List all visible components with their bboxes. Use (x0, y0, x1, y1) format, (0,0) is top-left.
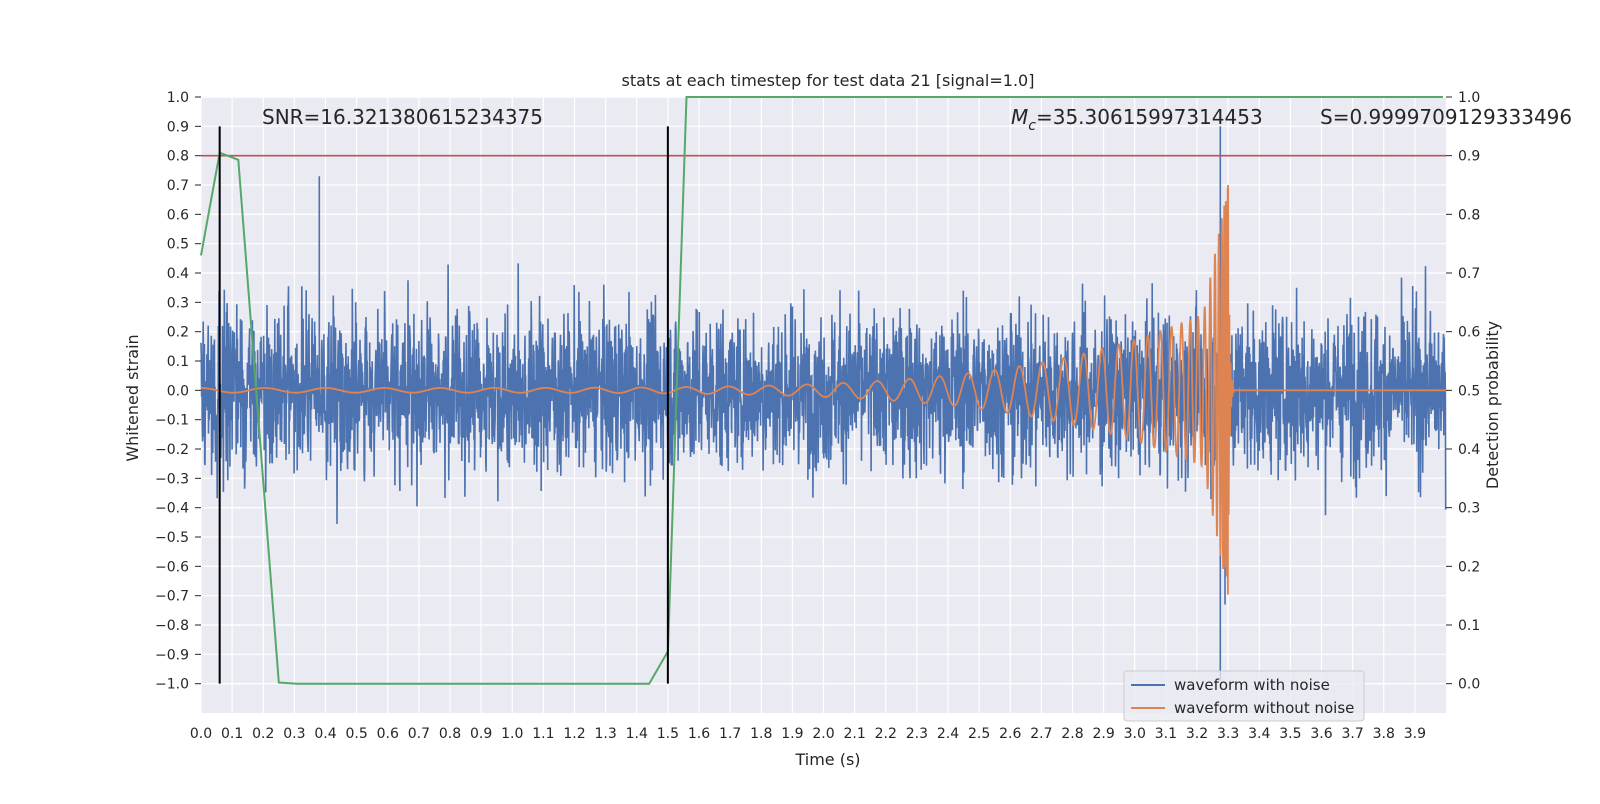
mc-value: =35.30615997314453 (1036, 105, 1263, 129)
waveform-without-noise-line (201, 184, 1446, 595)
series-waveform-with-noise (200, 126, 1447, 681)
legend-box (1123, 670, 1365, 722)
mc-symbol: M (1011, 105, 1028, 129)
x-tick-label: 1.1 (532, 726, 554, 742)
y-left-tick-label: 0.0 (167, 383, 189, 399)
x-tick-label: 1.6 (688, 726, 710, 742)
x-tick-label: 3.7 (1341, 726, 1363, 742)
y-right-tick-label: 0.8 (1458, 207, 1480, 223)
y-left-tick-label: −0.6 (155, 559, 189, 575)
y-left-tick-label: −0.9 (155, 647, 189, 663)
x-tick-label: 2.8 (1061, 726, 1083, 742)
s-annotation: S=0.9999709129333496 (1320, 105, 1572, 129)
y-right-tick-label: 0.5 (1458, 383, 1480, 399)
y-left-tick-label: 0.8 (167, 149, 189, 165)
y-left-tick-label: 0.1 (167, 354, 189, 370)
x-tick-label: 2.3 (906, 726, 928, 742)
x-tick-label: 1.5 (657, 726, 679, 742)
y-left-tick-label: −0.8 (155, 618, 189, 634)
x-tick-label: 0.0 (190, 726, 212, 742)
x-tick-label: 3.0 (1124, 726, 1146, 742)
y-right-tick-label: 0.1 (1458, 618, 1480, 634)
svg-text:Mc=35.30615997314453: Mc=35.30615997314453 (1011, 105, 1263, 134)
x-tick-label: 0.9 (470, 726, 492, 742)
y-left-tick-label: −0.1 (155, 413, 189, 429)
x-tick-label: 2.0 (812, 726, 834, 742)
mc-subscript: c (1028, 118, 1036, 134)
y-left-tick-label: −0.5 (155, 530, 189, 546)
y-left-tick-label: 0.5 (167, 237, 189, 253)
x-tick-label: 2.1 (843, 726, 865, 742)
x-tick-label: 3.6 (1310, 726, 1332, 742)
waveform-with-noise-line (200, 126, 1447, 681)
x-tick-label: 0.3 (283, 726, 305, 742)
x-tick-label: 0.5 (345, 726, 367, 742)
x-tick-label: 2.5 (968, 726, 990, 742)
y-left-tick-label: −0.3 (155, 471, 189, 487)
y-left-tick-label: 0.6 (167, 207, 189, 223)
x-tick-label: 3.5 (1279, 726, 1301, 742)
x-tick-label: 2.2 (875, 726, 897, 742)
legend: waveform with noise waveform without noi… (1123, 670, 1365, 722)
chart-title: stats at each timestep for test data 21 … (622, 71, 1035, 90)
x-tick-label: 3.3 (1217, 726, 1239, 742)
x-tick-label: 1.4 (626, 726, 648, 742)
y-axis-left-label: Whitened strain (123, 334, 142, 461)
series-waveform-without-noise (201, 184, 1446, 595)
snr-annotation: SNR=16.321380615234375 (262, 105, 543, 129)
x-tick-label: 1.9 (781, 726, 803, 742)
axis-ticks: 0.0 0.1 0.2 0.3 0.4 0.5 0.6 0.7 0.8 0.9 1.0 1.1 1.2 1… (155, 90, 1480, 742)
x-tick-label: 0.7 (408, 726, 430, 742)
x-tick-label: 3.8 (1373, 726, 1395, 742)
y-left-tick-label: −0.7 (155, 589, 189, 605)
x-axis-label: Time (s) (794, 750, 860, 769)
x-tick-label: 2.7 (1030, 726, 1052, 742)
y-right-tick-label: 0.4 (1458, 442, 1480, 458)
x-tick-label: 3.4 (1248, 726, 1270, 742)
x-tick-label: 1.8 (750, 726, 772, 742)
y-right-tick-label: 0.6 (1458, 325, 1480, 341)
y-left-tick-label: −0.2 (155, 442, 189, 458)
y-left-tick-label: 0.2 (167, 325, 189, 341)
x-tick-label: 0.6 (377, 726, 399, 742)
y-right-tick-label: 0.2 (1458, 559, 1480, 575)
y-left-tick-label: 1.0 (167, 90, 189, 106)
x-tick-label: 1.3 (594, 726, 616, 742)
y-right-tick-label: 0.3 (1458, 501, 1480, 517)
detection-probability-line (200, 96, 1443, 685)
y-left-tick-label: 0.9 (167, 119, 189, 135)
chirp-mass-annotation: Mc=35.30615997314453 (1011, 105, 1263, 134)
x-tick-label: 2.4 (937, 726, 959, 742)
x-tick-label: 3.9 (1404, 726, 1426, 742)
x-tick-label: 1.0 (501, 726, 523, 742)
x-tick-label: 2.9 (1092, 726, 1114, 742)
y-left-tick-label: 0.7 (167, 178, 189, 194)
x-tick-label: 1.2 (563, 726, 585, 742)
y-axis-right-label: Detection probability (1483, 321, 1502, 489)
y-right-tick-label: 1.0 (1458, 90, 1480, 106)
y-left-tick-label: −1.0 (155, 677, 189, 693)
x-tick-label: 3.1 (1155, 726, 1177, 742)
probability-overlay (200, 96, 1446, 685)
y-right-tick-label: 0.7 (1458, 266, 1480, 282)
y-left-tick-label: 0.4 (167, 266, 189, 282)
x-tick-label: 0.4 (314, 726, 336, 742)
y-right-tick-label: 0.0 (1458, 677, 1480, 693)
y-right-tick-label: 0.9 (1458, 149, 1480, 165)
x-tick-label: 1.7 (719, 726, 741, 742)
legend-label-with-noise: waveform with noise (1174, 676, 1330, 694)
x-tick-label: 0.8 (439, 726, 461, 742)
y-left-tick-label: 0.3 (167, 295, 189, 311)
x-tick-label: 3.2 (1186, 726, 1208, 742)
legend-label-without-noise: waveform without noise (1174, 699, 1354, 717)
y-left-tick-label: −0.4 (155, 501, 189, 517)
x-tick-label: 0.1 (221, 726, 243, 742)
x-tick-label: 0.2 (252, 726, 274, 742)
x-tick-label: 2.6 (999, 726, 1021, 742)
